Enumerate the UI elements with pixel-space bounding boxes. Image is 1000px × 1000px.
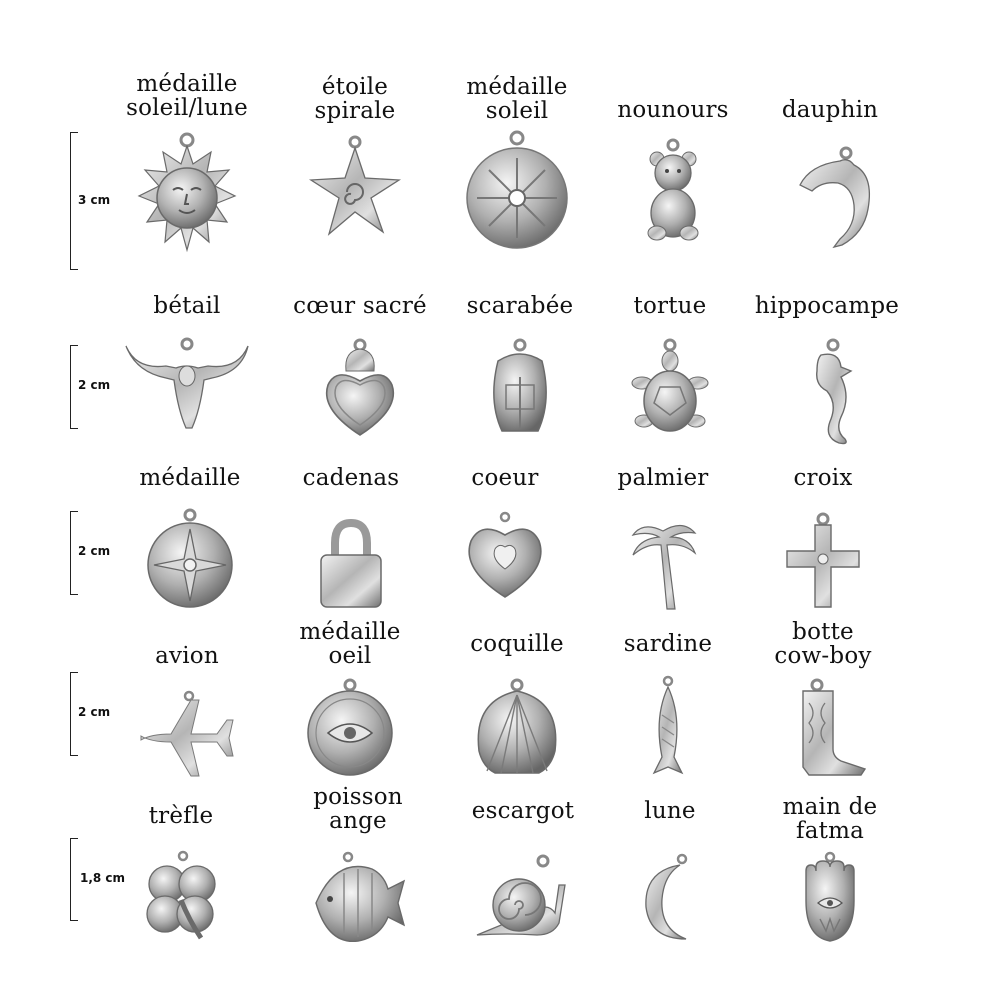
- teddy-bear-icon: [623, 132, 723, 252]
- charm-name: cadenas: [302, 465, 400, 491]
- sardine-icon: [618, 670, 718, 790]
- charm-card: dauphin: [745, 70, 915, 270]
- heart-icon: [455, 506, 555, 626]
- sun-medallion-icon: [460, 128, 574, 258]
- charm-card: botte cow-boy: [738, 620, 908, 780]
- charm-card: escargot: [438, 785, 608, 950]
- angelfish-icon: [308, 841, 408, 961]
- scale-label: 3 cm: [78, 193, 111, 207]
- charm-card: médaille oeil: [265, 620, 435, 780]
- charm-card: hippocampe: [742, 290, 912, 445]
- bull-skull-icon: [122, 336, 252, 436]
- charm-name: coquille: [470, 631, 564, 657]
- charm-card: croix: [738, 462, 908, 612]
- scale-2cm-row2: 2 cm: [0, 345, 130, 435]
- scale-2cm-row3: 2 cm: [0, 511, 130, 601]
- charm-name: médaille: [139, 465, 241, 491]
- clover-icon: [131, 840, 231, 960]
- charm-card: poisson ange: [273, 785, 443, 950]
- charm-card: lune: [585, 785, 755, 950]
- airplane-icon: [137, 678, 237, 798]
- charm-card: étoile spirale: [270, 70, 440, 270]
- crescent-moon-icon: [620, 841, 720, 961]
- hamsa-hand-icon: [780, 841, 880, 961]
- seashell-icon: [467, 672, 567, 792]
- charm-name: sardine: [623, 631, 713, 657]
- scale-label: 2 cm: [78, 705, 111, 719]
- scale-label: 2 cm: [78, 378, 111, 392]
- charm-name: médaille soleil: [466, 74, 568, 124]
- charm-card: coeur: [420, 462, 590, 612]
- charm-name: scarabée: [466, 293, 574, 319]
- palm-tree-icon: [613, 506, 713, 626]
- scale-label: 2 cm: [78, 544, 111, 558]
- charm-card: médaille soleil: [432, 70, 602, 270]
- charm-name: cœur sacré: [293, 293, 427, 319]
- cowboy-boot-icon: [773, 672, 873, 792]
- scale-bar: [70, 511, 78, 595]
- scarab-icon: [470, 332, 570, 452]
- spiral-star-icon: [305, 132, 405, 252]
- charm-card: médaille soleil/lune: [102, 70, 272, 270]
- charm-card: avion: [102, 620, 272, 780]
- charm-card: scarabée: [435, 290, 605, 440]
- charm-name: trèfle: [148, 803, 214, 829]
- scale-label: 1,8 cm: [80, 871, 126, 885]
- charm-card: coquille: [432, 620, 602, 780]
- dolphin-icon: [780, 140, 880, 260]
- seahorse-icon: [777, 332, 877, 452]
- scale-bar: [70, 345, 78, 429]
- padlock-icon: [301, 506, 401, 626]
- charm-card: tortue: [585, 290, 755, 440]
- scale-bar: [70, 672, 78, 756]
- charm-name: médaille soleil/lune: [126, 71, 248, 121]
- charm-name: escargot: [471, 798, 575, 824]
- charm-name: palmier: [617, 465, 709, 491]
- charm-name: hippocampe: [754, 293, 900, 319]
- scale-3cm: 3 cm: [0, 132, 130, 272]
- charm-card: médaille: [105, 462, 275, 612]
- cross-icon: [773, 506, 873, 626]
- charm-name: étoile spirale: [314, 74, 396, 124]
- sun-moon-medallion-icon: [127, 130, 247, 260]
- charm-name: botte cow-boy: [774, 619, 872, 669]
- charm-name: nounours: [617, 97, 729, 123]
- charm-name: bétail: [153, 293, 221, 319]
- charm-name: dauphin: [781, 97, 879, 123]
- charm-name: médaille oeil: [299, 619, 401, 669]
- charm-card: cœur sacré: [275, 290, 445, 440]
- turtle-icon: [620, 332, 720, 452]
- scale-bar: [70, 838, 78, 921]
- charm-card: palmier: [578, 462, 748, 612]
- charm-card: sardine: [583, 620, 753, 780]
- charm-name: avion: [155, 643, 219, 669]
- charm-card: cadenas: [266, 462, 436, 612]
- compass-medallion-icon: [140, 502, 240, 622]
- charm-name: lune: [644, 798, 696, 824]
- scale-bar: [70, 132, 78, 270]
- charm-card: bétail: [102, 290, 272, 440]
- snail-icon: [473, 841, 573, 961]
- charm-name: main de fatma: [782, 794, 878, 844]
- sacred-heart-icon: [310, 332, 410, 452]
- charm-name: coeur: [471, 465, 539, 491]
- eye-medallion-icon: [300, 672, 400, 792]
- scale-1-8cm: 1,8 cm: [0, 838, 130, 928]
- charm-name: poisson ange: [313, 784, 403, 834]
- charm-card: trèfle: [96, 790, 266, 950]
- charm-name: croix: [793, 465, 853, 491]
- charm-card: main de fatma: [745, 785, 915, 950]
- charm-name: tortue: [633, 293, 707, 319]
- scale-2cm-row4: 2 cm: [0, 672, 130, 762]
- charm-card: nounours: [588, 70, 758, 270]
